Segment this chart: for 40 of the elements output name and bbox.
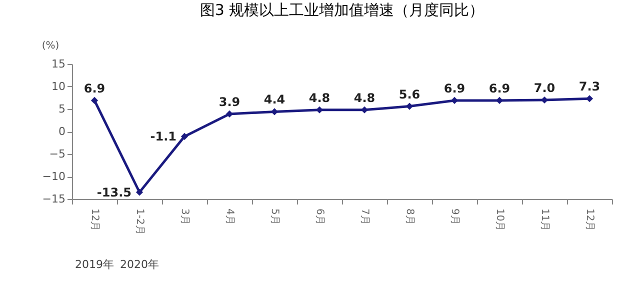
y-tick-label: 5 [58, 102, 66, 116]
point [270, 108, 278, 116]
y-axis-title: (%) [42, 40, 60, 52]
x-tick-label: 10月 [494, 208, 505, 232]
data-label: 4.8 [308, 90, 330, 105]
x-tick-label: 8月 [404, 208, 415, 225]
x-tick-label: 6月 [314, 208, 325, 225]
x-tick-label: 5月 [269, 208, 280, 225]
y-tick-label: 0 [58, 125, 66, 138]
data-label: 6.9 [84, 81, 106, 96]
data-label: 7.0 [534, 81, 556, 95]
data-label: 3.9 [218, 94, 240, 109]
point [90, 96, 98, 104]
x-tick-label: 1-2月 [134, 208, 145, 235]
y-tick-label: −5 [49, 148, 66, 160]
point [406, 102, 414, 110]
point [180, 132, 188, 140]
x-tick-label: 9月 [449, 208, 460, 225]
y-tick-label: −15 [42, 192, 66, 206]
text: 2020年 [120, 258, 159, 271]
x-tick-label: 11月 [539, 208, 550, 232]
text: 2019年 [75, 258, 114, 271]
data-label: 6.9 [444, 81, 466, 96]
x-tick-label: 7月 [359, 208, 370, 225]
y-tick-label: −10 [42, 170, 66, 183]
data-label: 4.8 [354, 90, 376, 105]
data-label: -1.1 [150, 129, 176, 144]
x-tick-label: 4月 [224, 208, 235, 225]
x-tick-label: 12月 [584, 208, 595, 232]
y-tick-label: 10 [52, 80, 66, 93]
data-label: 6.9 [488, 81, 510, 96]
data-label: 5.6 [398, 87, 420, 102]
chart-title: 图3 规模以上工业增加值增速（月度同比） [200, 1, 484, 19]
y-tick-label: 15 [52, 58, 66, 70]
data-label: 7.3 [578, 80, 600, 94]
point [136, 188, 144, 196]
data-label: 4.4 [264, 92, 286, 107]
x-tick-label: 3月 [179, 208, 190, 225]
data-label: -13.5 [96, 185, 132, 200]
x-tick-label: 12月 [89, 208, 100, 232]
